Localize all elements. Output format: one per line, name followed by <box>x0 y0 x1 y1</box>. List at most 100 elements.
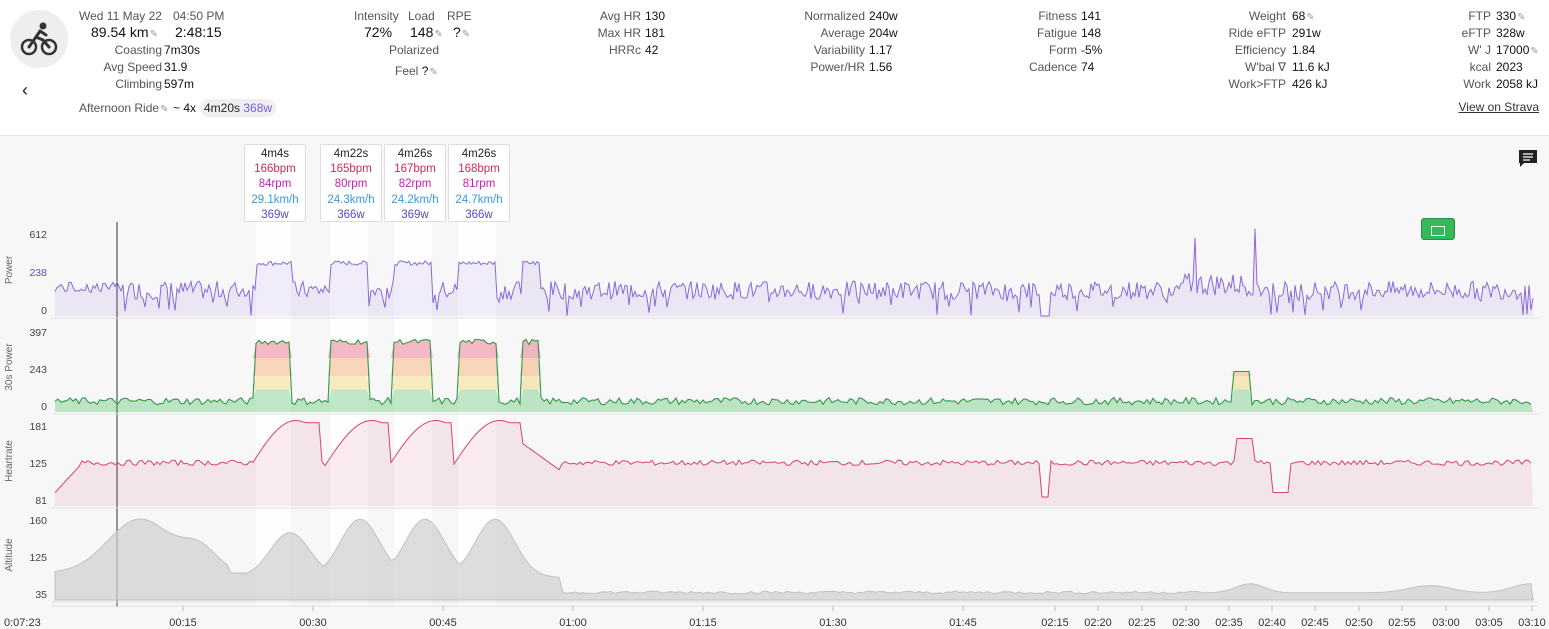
power-line <box>54 228 1534 317</box>
x-tick-label: 01:15 <box>689 617 717 629</box>
interval-tooltip[interactable]: 4m26s 168bpm 81rpm 24.7km/h 366w <box>448 144 510 222</box>
panel-ytick: 125 <box>29 458 47 470</box>
x-tick-label: 01:00 <box>559 617 587 629</box>
interval-tooltip[interactable]: 4m26s 167bpm 82rpm 24.2km/h 369w <box>384 144 446 222</box>
interval-cadence: 80rpm <box>334 178 368 191</box>
avg-speed-label: Avg Speed <box>103 60 163 74</box>
eftp-label: eFTP <box>1461 26 1491 40</box>
wj-label: W' J <box>1468 43 1491 57</box>
panel-ytick: 0 <box>41 401 47 413</box>
panel-ylabel: Power <box>4 255 15 284</box>
feel-field[interactable]: Feel ?✎ <box>395 64 438 78</box>
normalized-value: 240w <box>869 9 898 23</box>
edit-weight-pencil-icon[interactable]: ✎ <box>1306 12 1315 23</box>
interval-tooltip[interactable]: 4m22s 165bpm 80rpm 24.3km/h 366w <box>320 144 382 222</box>
interval-hr: 166bpm <box>254 163 296 176</box>
panel-ytick: 35 <box>35 589 47 601</box>
rpe-label: RPE <box>447 9 472 23</box>
max-hr-value: 181 <box>645 26 666 40</box>
zone-band <box>55 389 1533 412</box>
interval-power: 366w <box>337 208 365 221</box>
cycling-avatar <box>10 10 68 68</box>
fatigue-label: Fatigue <box>1036 26 1077 40</box>
interval-chip-duration: 4m20s <box>204 101 241 115</box>
lap-marker-icon[interactable] <box>1421 218 1455 240</box>
interval-speed: 24.7km/h <box>455 193 503 206</box>
edit-feel-pencil-icon[interactable]: ✎ <box>429 67 438 78</box>
climbing-label: Climbing <box>115 77 162 91</box>
kcal-value: 2023 <box>1496 60 1523 74</box>
interval-speed: 24.2km/h <box>391 193 439 206</box>
activity-distance[interactable]: 89.54 km✎ <box>91 24 158 40</box>
x-tick-label: 02:20 <box>1084 617 1112 629</box>
ftp-value[interactable]: 330✎ <box>1496 9 1526 23</box>
form-label: Form <box>1049 43 1077 57</box>
panel-ytick: 0 <box>41 305 47 317</box>
eftp-value: 328w <box>1496 26 1525 40</box>
wbal-label: W'bal ∇ <box>1245 60 1286 74</box>
comment-icon[interactable] <box>1517 148 1539 168</box>
ride-eftp-value: 291w <box>1292 26 1321 40</box>
average-value: 204w <box>869 26 898 40</box>
climbing-value: 597m <box>164 77 195 91</box>
interval-speed: 29.1km/h <box>251 193 299 206</box>
edit-rpe-pencil-icon[interactable]: ✎ <box>461 29 471 40</box>
activity-duration: 2:48:15 <box>175 24 222 40</box>
panel-ytick: 181 <box>29 421 47 433</box>
x-tick-label: 01:30 <box>819 617 847 629</box>
work-ftp-value: 426 kJ <box>1292 77 1328 91</box>
heartrate-line <box>54 419 1532 498</box>
zone-band <box>55 358 1533 376</box>
form-value: -5% <box>1081 43 1103 57</box>
load-value[interactable]: 148✎ <box>410 24 443 40</box>
edit-wj-pencil-icon[interactable]: ✎ <box>1530 46 1539 57</box>
panel-ylabel: Altitude <box>4 538 15 572</box>
efficiency-value: 1.84 <box>1292 43 1316 57</box>
panel-ytick: 397 <box>29 327 47 339</box>
interval-tooltip[interactable]: 4m4s 166bpm 84rpm 29.1km/h 369w <box>244 144 306 222</box>
normalized-label: Normalized <box>804 9 865 23</box>
edit-distance-pencil-icon[interactable]: ✎ <box>149 29 158 40</box>
interval-cadence: 82rpm <box>398 178 432 191</box>
work-label: Work <box>1463 77 1491 91</box>
back-chevron-icon[interactable]: ‹ <box>22 80 28 100</box>
interval-chip[interactable]: 4m20s 368w <box>200 99 277 117</box>
interval-hr: 167bpm <box>394 163 436 176</box>
edit-name-pencil-icon[interactable]: ✎ <box>160 104 169 115</box>
x-tick-label: 02:15 <box>1041 617 1069 629</box>
zone-band <box>55 376 1533 390</box>
hrrc-label: HRRc <box>609 43 641 57</box>
panel-ytick: 238 <box>29 267 47 279</box>
weight-value[interactable]: 68✎ <box>1292 9 1315 23</box>
variability-label: Variability <box>813 43 865 57</box>
x-tick-label: 02:30 <box>1172 617 1200 629</box>
interval-cadence: 84rpm <box>258 178 292 191</box>
activity-date: Wed 11 May 22 <box>79 9 162 23</box>
interval-power: 369w <box>401 208 429 221</box>
x-tick-label: 01:45 <box>949 617 977 629</box>
max-hr-label: Max HR <box>597 26 641 40</box>
x-tick-label: 02:55 <box>1388 617 1416 629</box>
30s-power-line <box>54 338 1532 407</box>
polarized-label: Polarized <box>389 43 440 57</box>
hrrc-value: 42 <box>645 43 659 57</box>
activity-name[interactable]: Afternoon Ride✎ <box>79 101 169 115</box>
x-tick-label: 03:00 <box>1432 617 1460 629</box>
view-on-strava-link[interactable]: View on Strava <box>1458 100 1540 114</box>
interval-duration: 4m26s <box>397 148 433 160</box>
interval-hr: 165bpm <box>330 163 372 176</box>
edit-load-pencil-icon[interactable]: ✎ <box>434 29 443 40</box>
weight-label: Weight <box>1248 9 1286 23</box>
wj-value[interactable]: 17000✎ <box>1496 43 1539 57</box>
kcal-label: kcal <box>1469 60 1491 74</box>
edit-ftp-pencil-icon[interactable]: ✎ <box>1517 12 1526 23</box>
avg-hr-label: Avg HR <box>599 9 641 23</box>
power-area <box>55 228 1533 316</box>
panel-ytick: 612 <box>29 229 47 241</box>
fitness-label: Fitness <box>1038 9 1077 23</box>
interval-power: 366w <box>465 208 493 221</box>
rpe-value[interactable]: ?✎ <box>453 24 471 40</box>
variability-value: 1.17 <box>869 43 893 57</box>
x-tick-label: 02:25 <box>1128 617 1156 629</box>
